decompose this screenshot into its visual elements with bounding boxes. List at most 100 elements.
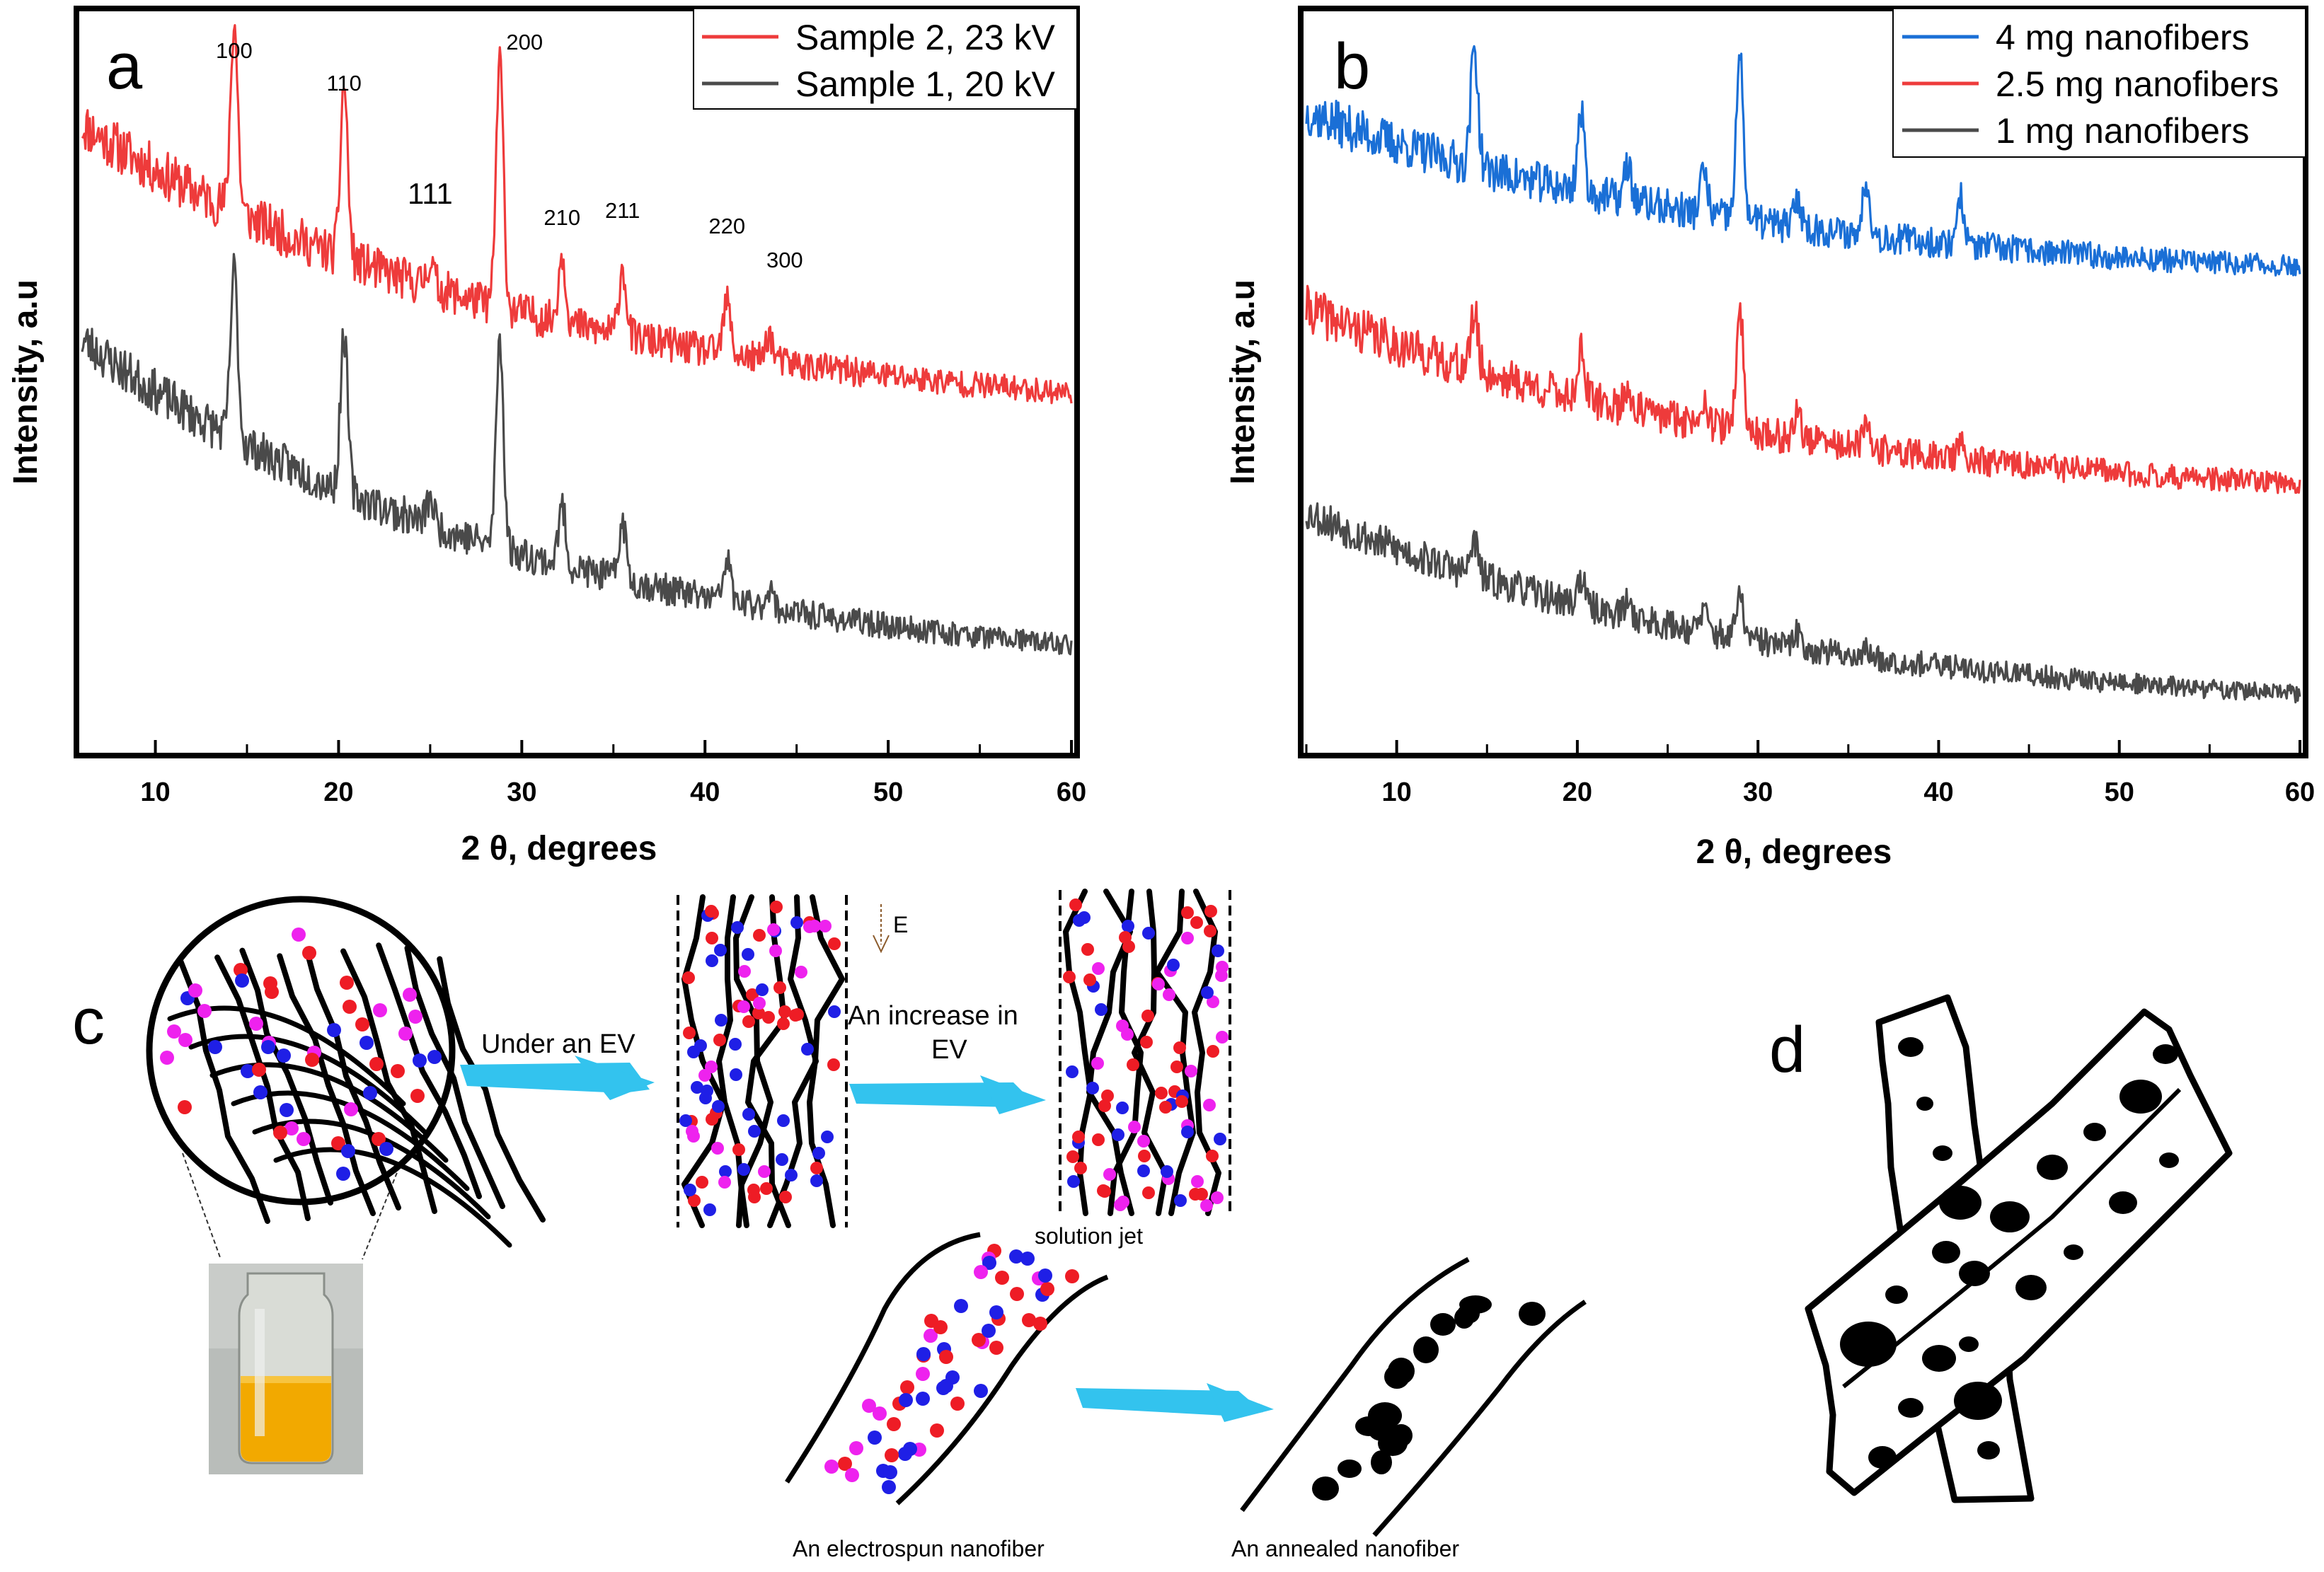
ion-dot [778,1005,791,1018]
ion-dot [746,988,759,1001]
ion-dot [1206,1150,1219,1162]
ion-dot [810,1162,823,1174]
ion-dot [234,963,248,977]
particle-blob [1390,1424,1413,1447]
ion-dot [1142,1186,1155,1199]
ion-dot [1141,1010,1154,1022]
ion-dot [398,1027,413,1041]
ion-dot [713,1034,726,1046]
particle-blob [1954,1382,2002,1420]
particle-blob [1922,1345,1956,1372]
panel-a-label: a [106,30,143,103]
polymer-chain [681,894,726,1228]
ion-dot [785,1169,798,1181]
vial-liquid [241,1380,331,1462]
label-field-e: E [893,912,908,937]
ion-dot [1207,995,1219,1008]
ion-dot [916,1367,930,1381]
polymer-chain [177,957,270,1224]
ion-dot [824,1460,839,1474]
ion-dot [845,1468,859,1482]
peak-label-200: 200 [506,30,543,54]
ion-dot [1103,1168,1116,1181]
ion-dot [1101,1090,1114,1102]
x-tick-label: 40 [1923,778,1953,807]
ion-dot [916,1347,931,1361]
ion-dot [1137,1135,1150,1148]
polymer-chain [404,945,505,1209]
ion-dot [1185,1065,1197,1077]
ion-dot [284,1121,299,1135]
ion-dot [1175,1095,1188,1108]
diagonal-fiber [1805,1008,2233,1496]
annealed-nanofiber [1240,1256,1587,1537]
particle-blob [1840,1322,1897,1367]
ion-dot [359,1036,374,1050]
ion-dot [714,944,727,957]
polymer-chain [304,947,401,1210]
annealed-fiber-particles [1312,1295,1546,1501]
ion-dot [197,1004,212,1018]
ion-dot [305,1053,319,1067]
ion-dot [899,1393,913,1407]
ion-dot [719,1165,732,1178]
polymer-chain [1063,889,1093,1216]
polymer-chain [273,1147,512,1248]
ion-dot [972,1333,986,1347]
peak-label-220: 220 [708,214,745,238]
polymer-chain [1132,889,1168,1216]
ion-dot [803,920,816,933]
ion-dot [882,1480,896,1494]
polymer-chain [214,954,311,1221]
ion-dot [341,1144,355,1158]
ion-dot [705,1060,718,1073]
ion-dot [1067,1175,1080,1188]
legend-label-sample-1: Sample 1, 20 kV [795,64,1056,104]
ion-dot [263,976,277,990]
ion-dot [413,1053,427,1068]
ion-dot [868,1431,882,1445]
ion-dot [297,1132,311,1146]
ion-dot [699,1092,712,1104]
ion-dot [1200,1199,1213,1212]
ion-dot [828,937,841,950]
ion-dot [737,1000,750,1013]
x-tick-label: 10 [140,778,170,807]
ion-dot [1159,1101,1172,1114]
ion-dot [167,1024,181,1039]
ion-dot [1163,988,1175,1001]
x-tick-label: 60 [2285,778,2315,807]
ion-dot [696,1176,708,1189]
legend-label-4mg: 4 mg nanofibers [1996,18,2250,57]
ion-dot [1098,1099,1111,1112]
particle-blob [1977,1441,2000,1460]
particle-blob [1868,1446,1897,1469]
ion-dot [178,1100,192,1114]
x-tick-label: 40 [690,778,720,807]
ion-dot [253,1085,268,1099]
ion-dot [344,1102,358,1116]
ion-dot [408,1010,422,1024]
particle-blob [1932,1241,1960,1264]
panel-b-frame [1298,6,2308,758]
ion-dot [742,1015,755,1028]
panel-b-ticks: 10 20 30 40 50 60 [1305,740,2315,807]
ion-dot [752,1007,765,1019]
ion-dot [249,1017,263,1031]
ion-dot [410,1089,425,1103]
ion-dot [1204,925,1216,937]
ion-dot [828,1005,841,1018]
panel-c-label: c [72,986,105,1058]
particle-blob [1430,1313,1456,1336]
series-line-a-0 [81,24,1073,405]
ion-dot [1091,1057,1104,1070]
ion-dot [277,1048,291,1063]
ion-dot [838,1457,852,1471]
ion-dot [1142,927,1155,940]
solution-zoom-circle [146,896,546,1248]
ion-dot [261,1040,275,1054]
ion-dot [753,929,766,942]
ion-dot [732,1143,745,1156]
ion-dot [687,1046,700,1058]
panel-d-particles [1840,1037,2179,1469]
